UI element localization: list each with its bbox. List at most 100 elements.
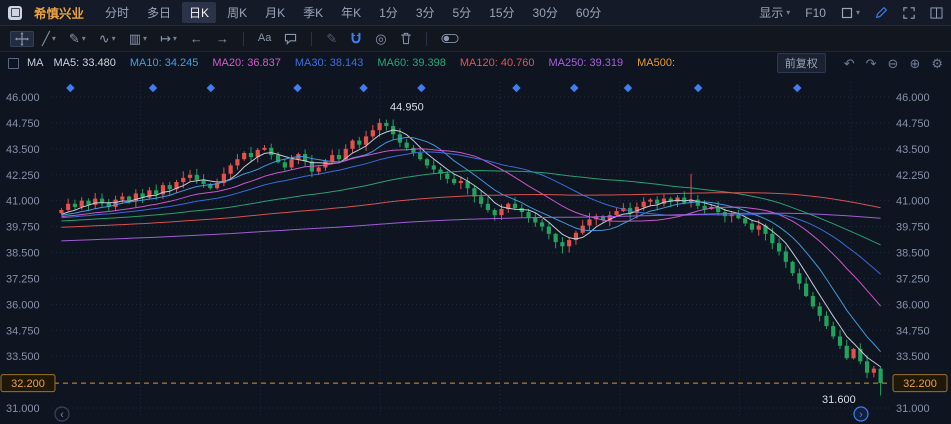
multi-pane-button[interactable] (930, 6, 943, 19)
period-tab-0[interactable]: 分时 (105, 6, 130, 20)
period-tab-2[interactable]: 日K (182, 2, 217, 23)
period-tab-11[interactable]: 30分 (532, 6, 558, 20)
candle-body (363, 136, 369, 145)
candle-body (66, 203, 71, 210)
chart-style-dropdown[interactable]: ▾ (841, 7, 860, 19)
pencil-tool-icon[interactable]: ✎ ▾ (68, 31, 86, 46)
measure-tool-icon[interactable]: ↦ ▾ (160, 31, 177, 46)
adjust-mode-button[interactable]: 前复权 (776, 53, 826, 73)
candle-body (756, 225, 761, 230)
chart-settings-icon[interactable]: ⚙ (931, 55, 943, 71)
candle-body (492, 209, 497, 216)
candle-body (668, 198, 673, 202)
candle-body (215, 183, 220, 189)
trendline-tool-icon[interactable]: ╱ ▾ (42, 31, 56, 46)
indicator-name[interactable]: MA (27, 57, 44, 69)
edit-tool-icon[interactable]: ✎ (326, 31, 338, 46)
forward-button-icon[interactable]: → (215, 31, 229, 46)
back-button-icon[interactable]: ← (189, 31, 203, 46)
event-marker-icon[interactable] (623, 83, 633, 93)
f10-button[interactable]: F10 (805, 5, 826, 20)
ma-values: MA5: 33.480 MA10: 34.245 MA20: 36.837 MA30:… (54, 57, 676, 69)
event-marker-icon[interactable] (148, 83, 158, 93)
topbar-right-actions: 显示 ▾ F10 ▾ (759, 4, 943, 21)
period-tab-7[interactable]: 1分 (379, 6, 398, 20)
event-marker-icon[interactable] (793, 83, 802, 93)
candle-body (776, 243, 782, 252)
fullscreen-button[interactable] (903, 6, 915, 19)
y-axis-label-right: 42.250 (896, 170, 930, 182)
delete-tool-icon[interactable] (395, 31, 417, 46)
pattern-tool-icon[interactable]: ▥ ▾ (128, 31, 147, 46)
top-toolbar: 希慎兴业 分时 多日 日K 周K 月K 季K 年K 1分 3分 5分 15分 30分 60分 显示 ▾ F1… (0, 0, 951, 26)
candle-body (580, 225, 585, 233)
ma-line-120 (61, 192, 881, 228)
event-marker-icon[interactable] (293, 83, 302, 93)
ma-value-ma250: MA250: 39.319 (548, 57, 624, 69)
redo-icon[interactable]: ↷ (865, 55, 877, 71)
period-tab-3[interactable]: 周K (227, 6, 248, 20)
period-tab-5[interactable]: 季K (303, 6, 324, 20)
candle-body (790, 261, 795, 274)
comment-tool-icon[interactable] (279, 32, 302, 46)
crosshair-tool-icon[interactable] (10, 30, 34, 47)
candle-body (533, 217, 538, 223)
magnet-tool-icon[interactable] (345, 31, 367, 46)
y-axis-label-left: 31.000 (6, 403, 40, 415)
period-tab-12[interactable]: 60分 (575, 6, 602, 20)
candle-body (817, 306, 822, 316)
candle-body (878, 368, 883, 384)
event-marker-icon[interactable] (570, 83, 579, 93)
price-annotation: 44.950 (390, 101, 424, 113)
zoom-out-icon[interactable]: ⊖ (887, 55, 899, 71)
candle-body (126, 196, 132, 201)
wave-tool-icon[interactable]: ∿ ▾ (98, 31, 116, 46)
period-tab-6[interactable]: 年K (341, 6, 362, 20)
candle-body (688, 199, 694, 203)
indicator-panel-icon[interactable] (8, 57, 19, 69)
event-marker-icon[interactable] (66, 83, 75, 93)
candle-body (350, 140, 355, 149)
legend-action-icons: ↶ ↷ ⊖ ⊕ ⚙ (844, 57, 943, 70)
event-marker-icon[interactable] (417, 83, 426, 93)
ma-value-ma20: MA20: 36.837 (212, 57, 281, 69)
event-marker-icon[interactable] (359, 83, 368, 93)
annotate-pen-button[interactable] (875, 6, 888, 19)
period-tab-8[interactable]: 3分 (415, 6, 435, 20)
candle-body (614, 211, 619, 216)
period-tab-10[interactable]: 15分 (489, 6, 515, 20)
candle-body (330, 155, 335, 162)
period-tabs: 分时 多日 日K 周K 月K 季K 年K 1分 3分 5分 15分 30分 60分 (98, 2, 608, 23)
event-marker-icon[interactable] (693, 83, 703, 93)
y-axis-label-right: 37.250 (896, 273, 930, 285)
period-tab-9[interactable]: 5分 (452, 6, 472, 20)
toolbar-divider (242, 31, 244, 46)
ma-value-ma30: MA30: 38.143 (294, 57, 364, 69)
zoom-in-icon[interactable]: ⊕ (909, 55, 921, 71)
undo-icon[interactable]: ↶ (843, 55, 855, 71)
event-marker-icon[interactable] (512, 83, 521, 93)
event-marker-icon[interactable] (206, 83, 216, 93)
candle-body (655, 199, 660, 204)
candle-body (506, 203, 511, 209)
stock-name[interactable]: 希慎兴业 (34, 7, 85, 21)
visibility-toggle-icon[interactable] (436, 32, 464, 45)
y-axis-label-left: 36.000 (6, 299, 40, 311)
period-tab-4[interactable]: 月K (265, 6, 286, 20)
app-window-icon[interactable] (8, 5, 22, 20)
scroll-history-button[interactable] (54, 406, 70, 422)
display-dropdown[interactable]: 显示 ▾ (759, 6, 791, 20)
target-tool-icon[interactable]: ◎ (375, 31, 387, 46)
price-annotation: 31.600 (822, 394, 856, 406)
candle-body (59, 209, 64, 214)
scroll-latest-button[interactable] (853, 406, 869, 422)
candle-body (824, 315, 829, 327)
candle-body (716, 206, 721, 213)
y-axis-label-left: 43.500 (6, 144, 40, 156)
candlestick-chart[interactable]: 46.000 46.000 44.750 44.750 43.500 43.500 42.2… (0, 74, 951, 424)
text-tool-icon[interactable]: Aa (257, 32, 272, 44)
y-axis-label-left: 44.750 (6, 118, 40, 130)
period-tab-1[interactable]: 多日 (147, 6, 172, 20)
scroll-history-button-icon: ‹ (60, 409, 64, 421)
